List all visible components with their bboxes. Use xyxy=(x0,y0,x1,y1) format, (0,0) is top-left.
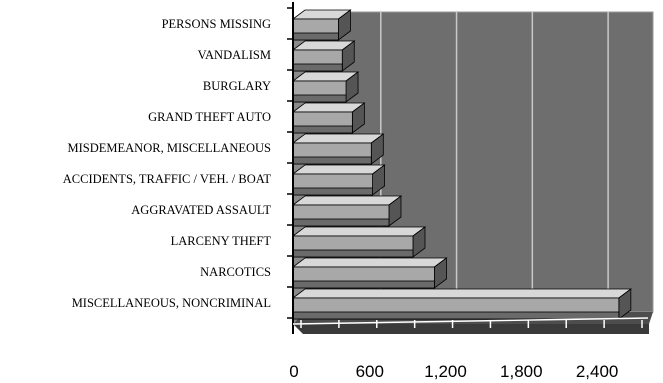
bars xyxy=(291,9,633,320)
bar-bottom-band xyxy=(292,187,373,196)
bar-top-face xyxy=(291,133,385,144)
bar-bottom-band xyxy=(292,249,414,258)
x-axis-line xyxy=(292,317,649,325)
axes xyxy=(287,2,649,334)
x-tick-label: 1,200 xyxy=(424,362,467,381)
bar-top-face xyxy=(291,226,427,237)
category-label: GRAND THEFT AUTO xyxy=(148,110,271,124)
category-label: BURGLARY xyxy=(203,79,271,93)
bar xyxy=(291,257,448,289)
bar-bottom-band xyxy=(292,311,620,320)
category-labels: PERSONS MISSING VANDALISM BURGLARY GRAND TH… xyxy=(63,17,272,310)
bar xyxy=(291,40,356,72)
bar-top-face xyxy=(291,257,448,268)
plot-floor-front xyxy=(293,324,649,334)
tick-labels: 0 600 1,200 1,800 2,400 xyxy=(289,362,618,381)
category-label: NARCOTICS xyxy=(200,265,271,279)
bar-top-face xyxy=(291,288,633,299)
bar-top-face xyxy=(291,164,386,175)
bar-bottom-band xyxy=(292,156,372,165)
category-label: MISCELLANEOUS, NONCRIMINAL xyxy=(72,296,271,310)
bar-bottom-band xyxy=(292,94,347,103)
bar-bottom-band xyxy=(292,218,390,227)
x-tick-label: 2,400 xyxy=(576,362,619,381)
category-label: PERSONS MISSING xyxy=(162,17,271,31)
x-tick-label: 0 xyxy=(289,362,298,381)
bar-top-face xyxy=(291,195,403,206)
bar-bottom-band xyxy=(292,63,343,72)
x-tick-label: 1,800 xyxy=(500,362,543,381)
category-label: ACCIDENTS, TRAFFIC / VEH. / BOAT xyxy=(63,172,272,186)
x-tick-label: 600 xyxy=(356,362,384,381)
bar-bottom-band xyxy=(292,125,353,134)
category-label: MISDEMEANOR, MISCELLANEOUS xyxy=(68,141,272,155)
bar xyxy=(291,164,386,196)
bar xyxy=(291,226,427,258)
bar-bottom-band xyxy=(292,280,435,289)
bar xyxy=(291,133,385,165)
category-label: LARCENY THEFT xyxy=(171,234,272,248)
bar xyxy=(291,288,633,320)
category-label: AGGRAVATED ASSAULT xyxy=(131,203,271,217)
bar xyxy=(291,9,352,41)
bar xyxy=(291,102,366,134)
category-label: VANDALISM xyxy=(198,48,271,62)
bar-bottom-band xyxy=(292,32,339,41)
bar xyxy=(291,71,360,103)
bar xyxy=(291,195,403,227)
